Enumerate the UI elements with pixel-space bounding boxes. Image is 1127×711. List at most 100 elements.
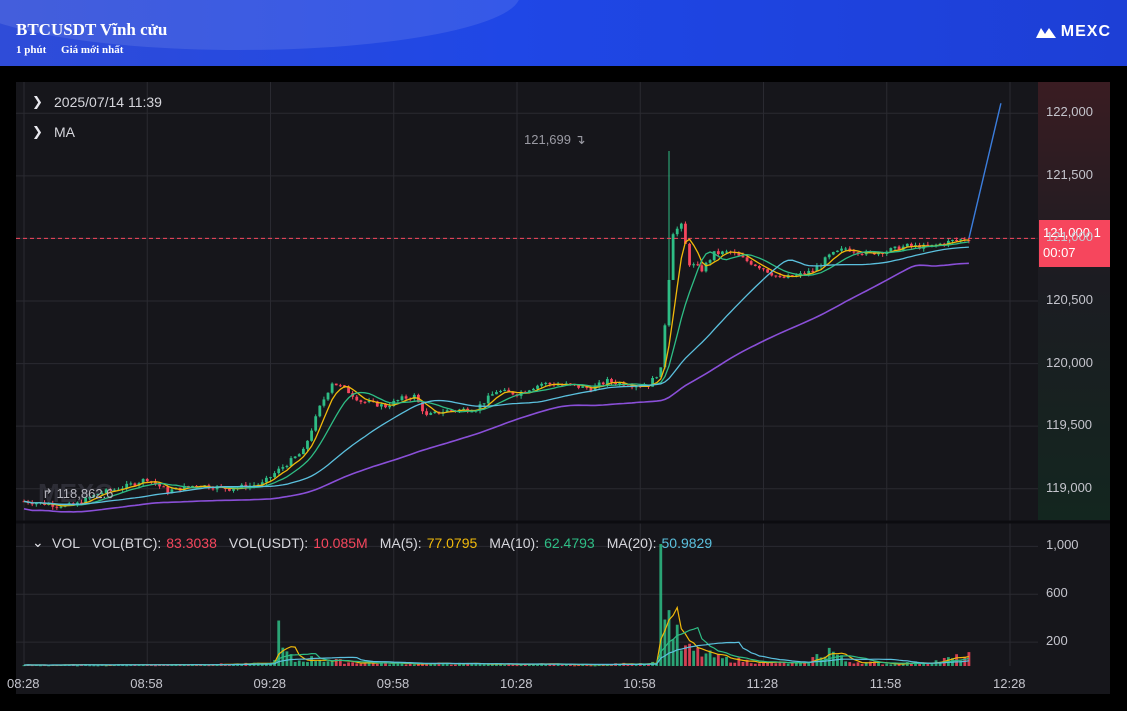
candle-body: [141, 479, 145, 484]
candle-body: [269, 477, 272, 479]
volume-legend[interactable]: ⌄ VOL VOL(BTC): 83.3038 VOL(USDT): 10.08…: [32, 534, 712, 551]
volume-bar: [840, 655, 843, 666]
volume-bar: [351, 662, 355, 666]
volume-bar: [228, 664, 231, 666]
volume-bar: [478, 664, 482, 666]
candle-body: [80, 502, 83, 504]
volume-bar: [790, 662, 794, 666]
candle-body: [34, 503, 38, 505]
candle-body: [651, 377, 654, 387]
volume-bar: [519, 664, 523, 666]
volume-bar: [757, 663, 761, 666]
candle-body: [154, 481, 157, 484]
volume-bar: [618, 664, 622, 666]
chevron-right-icon[interactable]: ❯: [32, 94, 43, 109]
vol-btc-label: VOL(BTC):: [92, 534, 162, 551]
volume-bar: [359, 663, 363, 666]
ma-legend[interactable]: ❯ MA: [32, 124, 75, 140]
candle-body: [375, 401, 379, 407]
volume-bar: [655, 664, 659, 666]
chevron-right-icon[interactable]: ❯: [32, 124, 43, 139]
candle-body: [363, 401, 367, 403]
volume-bar: [449, 664, 453, 666]
volume-bar: [725, 656, 728, 666]
candle-body: [741, 255, 745, 258]
time-tick-label: 10:58: [623, 676, 656, 691]
candle-body: [708, 260, 712, 263]
candle-body: [330, 383, 334, 393]
vol-usdt-label: VOL(USDT):: [228, 534, 309, 551]
candle-body: [318, 405, 322, 417]
volume-bar: [260, 664, 264, 666]
volume-bar: [527, 664, 531, 666]
volume-bar: [679, 650, 683, 666]
ma10-value: 62.4793: [544, 534, 595, 551]
candle-body: [100, 493, 104, 495]
volume-bar: [926, 663, 930, 666]
volume-bar: [938, 661, 942, 666]
candle-body: [470, 411, 474, 413]
candle-body: [597, 382, 601, 386]
volume-bar: [877, 662, 880, 666]
volume-bar: [388, 664, 392, 666]
page-title: BTCUSDT Vĩnh cửu: [16, 20, 168, 39]
candle-body: [260, 482, 264, 485]
candle-body: [852, 251, 856, 253]
volume-bar: [893, 663, 897, 666]
volume-bar: [240, 664, 244, 666]
candle-body: [700, 265, 704, 272]
candle-body: [162, 486, 166, 488]
candle-body: [433, 411, 437, 414]
volume-bar: [634, 664, 638, 666]
projection-line: [968, 103, 1002, 239]
volume-bar: [778, 661, 782, 666]
candle-body: [766, 269, 770, 273]
candle-body: [967, 240, 971, 242]
candle-body: [55, 506, 59, 508]
volume-bar: [421, 663, 424, 666]
volume-bar: [642, 664, 646, 666]
price-tick-label: 120,000: [1046, 354, 1093, 370]
candle-body: [400, 396, 404, 401]
chart-panel[interactable]: MEXC ❯ 2025/07/14 11:39 ❯ MA 121,699 ↴ ↱…: [7, 82, 1110, 694]
chart-canvas[interactable]: MEXC: [16, 82, 1110, 694]
last-price-value: 121,000.1: [1043, 225, 1101, 240]
volume-bar: [92, 665, 96, 667]
volume-bar: [704, 653, 708, 666]
candle-body: [527, 390, 531, 393]
candle-body: [166, 486, 170, 493]
candle-body: [367, 400, 371, 402]
candle-body: [404, 396, 408, 399]
volume-bar: [585, 664, 589, 666]
datetime-legend[interactable]: ❯ 2025/07/14 11:39: [32, 94, 162, 110]
volume-bar: [918, 663, 922, 666]
candle-body: [281, 467, 285, 469]
volume-bar: [930, 663, 934, 666]
candle-body: [388, 405, 392, 408]
candle-body: [589, 387, 593, 392]
candle-body: [610, 379, 613, 383]
volume-bar: [203, 664, 207, 666]
time-tick-label: 12:28: [993, 676, 1026, 691]
volume-bar: [659, 543, 663, 666]
candle-body: [946, 240, 950, 245]
candle-body: [667, 279, 671, 326]
candle-body: [228, 488, 231, 491]
volume-bar: [375, 663, 379, 666]
candle-body: [445, 410, 449, 412]
candle-body: [478, 404, 482, 411]
candle-body: [712, 251, 716, 261]
candle-body: [959, 239, 963, 241]
volume-bar: [326, 661, 330, 666]
candle-body: [836, 250, 839, 252]
volume-bar: [741, 661, 745, 666]
volume-bar: [794, 662, 798, 666]
volume-bar: [593, 665, 597, 667]
candle-body: [938, 243, 942, 245]
candle-body: [322, 399, 326, 406]
candle-body: [384, 404, 387, 408]
candle-body: [486, 395, 490, 404]
volume-ma10-line: [23, 626, 970, 666]
volume-bar: [716, 654, 720, 666]
chevron-down-icon[interactable]: ⌄: [32, 534, 44, 550]
